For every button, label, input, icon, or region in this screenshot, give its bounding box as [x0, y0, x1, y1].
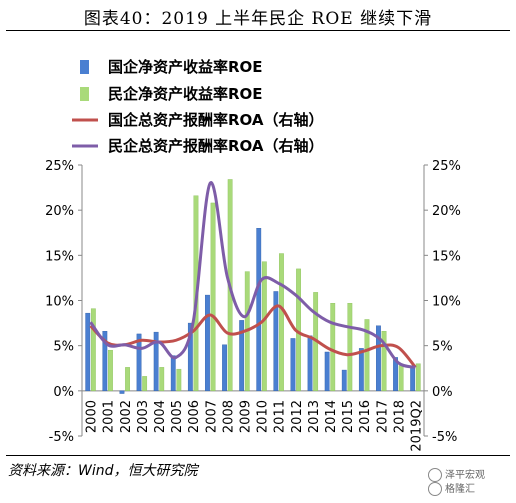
x-tick-label-2000: 2000	[85, 400, 100, 433]
bar-pe-roe-2002	[125, 367, 130, 392]
bar-soe-roe-2014	[324, 351, 330, 392]
x-tick-label-2001: 2001	[102, 400, 117, 433]
legend: 国企净资产收益率ROE 民企净资产收益率ROE 国企总资产报酬率ROA（右轴） 民企总…	[72, 58, 324, 155]
bar-pe-roe-2003	[142, 376, 148, 392]
bar-pe-roe-2015	[347, 303, 353, 392]
y-tick-label-left: 20%	[45, 204, 74, 219]
title-rule	[6, 30, 510, 31]
bar-soe-roe-2013	[307, 335, 313, 392]
y-tick-label-left: 25%	[45, 159, 74, 174]
watermark-icon	[428, 482, 442, 496]
x-tick-label-2016: 2016	[358, 400, 373, 433]
bar-soe-roe-2007	[205, 294, 210, 392]
y-tick-label-right: 25%	[432, 159, 461, 174]
bars	[85, 179, 421, 394]
x-tick-label-2009: 2009	[238, 400, 253, 433]
x-tick-label-2005: 2005	[170, 400, 185, 433]
bar-pe-roe-2007	[210, 202, 216, 392]
bar-pe-roe-2014	[330, 303, 336, 392]
bar-pe-roe-2011	[279, 253, 284, 392]
x-tick-label-2010: 2010	[256, 400, 271, 433]
x-tick-label-2003: 2003	[136, 400, 151, 433]
legend-label-2: 民企净资产收益率ROE	[108, 85, 263, 103]
bar-pe-roe-2018	[398, 365, 404, 392]
x-tick-label-2006: 2006	[187, 400, 202, 433]
lines	[89, 181, 417, 369]
legend-label-3: 国企总资产报酬率ROA（右轴）	[108, 111, 324, 129]
bar-soe-roe-2018	[393, 357, 398, 392]
bar-soe-roe-2003	[136, 333, 142, 392]
watermark-line-1: 泽平宏观	[445, 470, 485, 481]
y-tick-label-right: -5%	[432, 430, 457, 445]
legend-swatch-2	[80, 87, 89, 101]
x-axis-labels: 2000 2001 2002 2003 2004 2005 2006 2007 2008 2009…	[85, 400, 425, 452]
y-tick-label-right: 5%	[432, 340, 453, 355]
x-tick-label-2015: 2015	[341, 400, 356, 433]
bar-soe-roe-2015	[341, 369, 347, 392]
bar-pe-roe-2001	[108, 349, 113, 392]
legend-swatch-1	[80, 60, 89, 74]
bar-soe-roe-2011	[273, 291, 279, 392]
legend-label-1: 国企净资产收益率ROE	[108, 58, 263, 76]
bar-pe-roe-2005	[176, 368, 182, 392]
bar-soe-roe-2016	[358, 348, 364, 392]
x-tick-label-2013: 2013	[307, 400, 322, 433]
watermark-icon	[428, 468, 442, 482]
bar-soe-roe-2010	[256, 228, 262, 392]
y-tick-label-right: 10%	[432, 295, 461, 310]
bar-soe-roe-2002	[119, 390, 125, 394]
source-rule	[6, 455, 510, 456]
y-tick-label-left: 5%	[53, 340, 74, 355]
page-title: 图表40：2019 上半年民企 ROE 继续下滑	[83, 9, 433, 29]
x-tick-label-2014: 2014	[324, 400, 339, 433]
y-tick-label-left: 15%	[45, 249, 74, 264]
line-soe-roa	[89, 304, 417, 369]
legend-label-4: 民企总资产报酬率ROA（右轴）	[108, 137, 324, 155]
bar-pe-roe-2017	[381, 331, 387, 392]
bar-pe-roe-2016	[364, 319, 370, 392]
x-tick-label-2008: 2008	[221, 400, 236, 433]
x-tick-label-2002: 2002	[119, 400, 134, 433]
axes: -5% -5% 0% 0% 5% 5% 10% 10% 15% 15% 20% 20% 25% 25%	[45, 159, 461, 445]
y-tick-label-right: 20%	[432, 204, 461, 219]
bar-soe-roe-2000	[85, 312, 91, 392]
source-note: 资料来源：Wind，恒大研究院	[8, 463, 198, 479]
x-tick-label-2007: 2007	[204, 400, 219, 433]
watermark: 泽平宏观 格隆汇	[428, 468, 485, 496]
bar-soe-roe-2006	[187, 322, 193, 392]
y-tick-label-right: 15%	[432, 249, 461, 264]
y-tick-label-left: 0%	[53, 385, 74, 400]
x-tick-label-2012: 2012	[290, 400, 305, 433]
bar-pe-roe-2000	[90, 308, 96, 392]
y-tick-label-left: -5%	[49, 430, 74, 445]
x-tick-label-2019Q2: 2019Q2	[409, 400, 424, 452]
bar-soe-roe-2005	[170, 355, 176, 392]
x-tick-label-2011: 2011	[273, 400, 288, 433]
x-tick-label-2018: 2018	[392, 400, 407, 433]
bar-soe-roe-2017	[376, 325, 381, 392]
bar-pe-roe-2010	[261, 261, 267, 392]
bar-soe-roe-2009	[239, 320, 245, 392]
bar-pe-roe-2019Q2	[415, 363, 421, 392]
line-pe-roa	[89, 181, 416, 369]
x-tick-label-2017: 2017	[375, 400, 390, 433]
y-tick-label-right: 0%	[432, 385, 453, 400]
bar-soe-roe-2008	[222, 344, 227, 392]
bar-soe-roe-2012	[290, 338, 296, 392]
bar-pe-roe-2004	[159, 367, 165, 392]
x-tick-label-2004: 2004	[153, 400, 168, 433]
bar-soe-roe-2019Q2	[410, 367, 416, 392]
watermark-line-2: 格隆汇	[445, 484, 475, 495]
y-tick-label-left: 10%	[45, 295, 74, 310]
bar-soe-roe-2001	[102, 331, 108, 392]
bar-soe-roe-2004	[153, 331, 159, 392]
